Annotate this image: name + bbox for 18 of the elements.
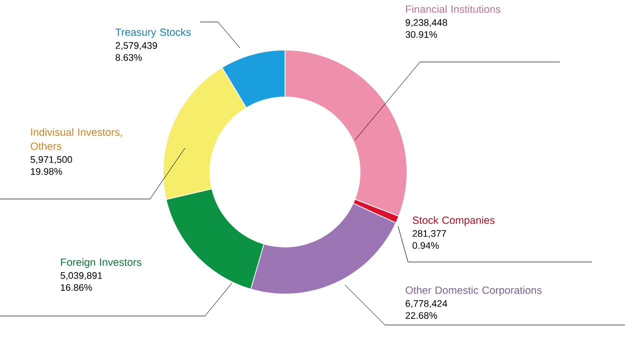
text: 22.68% <box>406 312 438 319</box>
text: 0.94% <box>412 242 439 249</box>
text: 8.63% <box>116 54 142 61</box>
data-label: 281,377 <box>412 230 446 238</box>
text: 16.86% <box>60 284 92 291</box>
text: 19.98% <box>30 168 62 175</box>
slice-label: Treasury Stocks <box>115 28 191 38</box>
slice-label: Indivisual Investors, Others <box>30 128 122 150</box>
data-label: 5,971,500 <box>30 156 72 164</box>
data-label: 5,039,891 <box>60 272 102 280</box>
slice-label: Foreign Investors <box>61 258 142 268</box>
data-label: 9,238,448 <box>406 19 448 28</box>
text: 30.91% <box>406 31 438 38</box>
data-label: 6,778,424 <box>406 300 448 308</box>
slice-label: Stock Companies <box>412 216 495 226</box>
data-label: 2,579,439 <box>116 42 158 50</box>
slice-label: Financial Institutions <box>406 5 500 13</box>
slice-label: Other Domestic Corporations <box>406 286 542 296</box>
